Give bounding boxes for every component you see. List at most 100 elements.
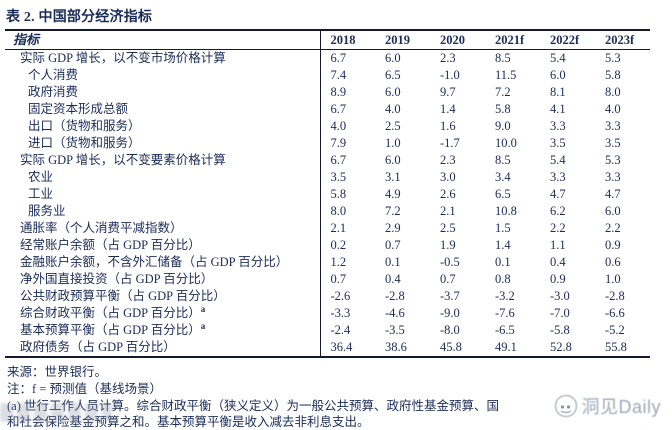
- value-cell: 6.7: [319, 49, 375, 67]
- value-cell: 10.8: [495, 204, 517, 218]
- table-row: 实际 GDP 增长，以不变市场价格计算 6.7 6.0 2.3 8.5 5.4 5.3: [5, 49, 650, 67]
- value-cell: 7.4: [319, 67, 375, 84]
- value-cell: 5.4: [550, 51, 566, 65]
- source-note: 来源：世界银行。: [7, 365, 108, 379]
- value-cell: -8.0: [440, 323, 460, 337]
- value-cell: 1.4: [440, 102, 456, 116]
- indicator-label: 公共财政预算平衡（占 GDP 百分比）: [20, 289, 226, 303]
- value-cell: 36.4: [319, 339, 375, 357]
- indicator-label: 通胀率（个人消费平减指数）: [20, 221, 183, 235]
- value-cell: -5.2: [605, 323, 625, 337]
- indicator-label: 经常账户余额（占 GDP 百分比）: [20, 238, 201, 252]
- indicator-label: 农业: [28, 170, 54, 184]
- watermark: 洞见Daily: [552, 391, 666, 421]
- value-cell: 0.7: [440, 272, 456, 286]
- value-cell: 1.5: [495, 221, 511, 235]
- value-cell: -2.4: [319, 322, 375, 339]
- value-cell: 5.3: [605, 51, 621, 65]
- value-cell: 10.0: [495, 136, 517, 150]
- value-cell: 0.4: [550, 255, 566, 269]
- value-cell: 0.1: [385, 255, 401, 269]
- value-cell: -1.7: [440, 136, 460, 150]
- value-cell: 7.2: [385, 204, 401, 218]
- watermark-text: 洞见Daily: [581, 397, 661, 417]
- value-cell: 3.4: [495, 170, 511, 184]
- value-cell: 52.8: [550, 340, 572, 354]
- value-cell: 4.7: [605, 187, 621, 201]
- indicator-label: 政府消费: [28, 85, 79, 99]
- value-cell: -2.8: [385, 289, 405, 303]
- indicator-label: 综合财政平衡（占 GDP 百分比）a: [20, 303, 206, 320]
- watermark-logo-icon: [554, 394, 578, 418]
- value-cell: 5.8: [319, 186, 375, 203]
- value-cell: 1.6: [440, 119, 456, 133]
- value-cell: 45.8: [440, 340, 462, 354]
- value-cell: -3.2: [495, 289, 515, 303]
- year-column-header: 2022f: [540, 30, 595, 50]
- value-cell: 5.4: [550, 153, 566, 167]
- value-cell: 9.7: [440, 85, 456, 99]
- value-cell: 6.0: [605, 204, 621, 218]
- table-row: 实际 GDP 增长，以不变要素价格计算 6.7 6.0 2.3 8.5 5.4 5.3: [5, 152, 650, 169]
- indicator-label: 实际 GDP 增长，以不变要素价格计算: [20, 153, 226, 167]
- value-cell: -2.8: [605, 289, 625, 303]
- year-column-header: 2023f: [595, 30, 650, 50]
- value-cell: 1.9: [440, 238, 456, 252]
- value-cell: 1.0: [605, 272, 621, 286]
- value-cell: 3.5: [550, 136, 566, 150]
- indicator-label: 个人消费: [28, 68, 79, 82]
- year-column-header: 2018: [319, 30, 375, 50]
- value-cell: -9.0: [440, 306, 460, 320]
- table-row: 通胀率（个人消费平减指数） 2.1 2.9 2.5 1.5 2.2 2.2: [5, 220, 650, 237]
- value-cell: -2.6: [319, 288, 375, 305]
- value-cell: 5.8: [495, 102, 511, 116]
- value-cell: 55.8: [605, 340, 627, 354]
- value-cell: -7.6: [495, 306, 515, 320]
- value-cell: -3.7: [440, 289, 460, 303]
- value-cell: 3.3: [550, 170, 566, 184]
- indicator-label: 实际 GDP 增长，以不变市场价格计算: [20, 51, 226, 65]
- value-cell: 8.5: [495, 51, 511, 65]
- value-cell: -1.0: [440, 68, 460, 82]
- value-cell: 3.5: [605, 136, 621, 150]
- value-cell: -4.6: [385, 306, 405, 320]
- value-cell: 5.8: [605, 68, 621, 82]
- indicator-label: 服务业: [28, 204, 66, 218]
- value-cell: 2.3: [440, 153, 456, 167]
- value-cell: 8.5: [495, 153, 511, 167]
- value-cell: -0.5: [440, 255, 460, 269]
- indicators-table: 指标 2018 2019 2020 2021f 2022f 2023f 实际 GDP 增长…: [5, 29, 650, 358]
- year-column-header: 2020: [430, 30, 485, 50]
- indicator-label: 工业: [28, 187, 54, 201]
- table-row: 服务业 8.0 7.2 2.1 10.8 6.2 6.0: [5, 203, 650, 220]
- footnote-f: 注：f = 预测值（基线场景）: [7, 382, 162, 396]
- value-cell: 7.2: [495, 85, 511, 99]
- table-row: 基本预算平衡（占 GDP 百分比）a -2.4 -3.5 -8.0 -6.5 -5.8 -5…: [5, 320, 650, 339]
- table-header-row: 指标 2018 2019 2020 2021f 2022f 2023f: [5, 30, 650, 50]
- value-cell: 0.1: [495, 255, 511, 269]
- value-cell: 2.5: [440, 221, 456, 235]
- value-cell: 7.9: [319, 135, 375, 152]
- value-cell: 0.7: [319, 271, 375, 288]
- value-cell: 6.0: [385, 153, 401, 167]
- value-cell: 4.1: [550, 102, 566, 116]
- value-cell: 6.5: [495, 187, 511, 201]
- year-column-header: 2019: [375, 30, 430, 50]
- indicator-label: 出口（货物和服务）: [28, 119, 141, 133]
- table-body: 实际 GDP 增长，以不变市场价格计算 6.7 6.0 2.3 8.5 5.4 5.3 个人消…: [5, 49, 650, 357]
- value-cell: 9.0: [495, 119, 511, 133]
- footnote-marker: a: [200, 303, 206, 314]
- indicator-label: 基本预算平衡（占 GDP 百分比）a: [20, 320, 206, 337]
- value-cell: 8.1: [550, 85, 566, 99]
- footnote-a-line2: 和社会保险基金预算之和。基本预算平衡是收入减去非利息支出。: [7, 415, 370, 429]
- value-cell: 1.4: [495, 238, 511, 252]
- table-row: 政府债务（占 GDP 百分比） 36.4 38.6 45.8 49.1 52.8 55.8: [5, 339, 650, 357]
- value-cell: 3.0: [440, 170, 456, 184]
- value-cell: 0.9: [550, 272, 566, 286]
- value-cell: 0.2: [319, 237, 375, 254]
- value-cell: 2.3: [440, 51, 456, 65]
- value-cell: -3.3: [319, 305, 375, 322]
- value-cell: 6.7: [319, 101, 375, 118]
- indicator-label: 金融账户余额，不含外汇储备（占 GDP 百分比）: [20, 255, 289, 269]
